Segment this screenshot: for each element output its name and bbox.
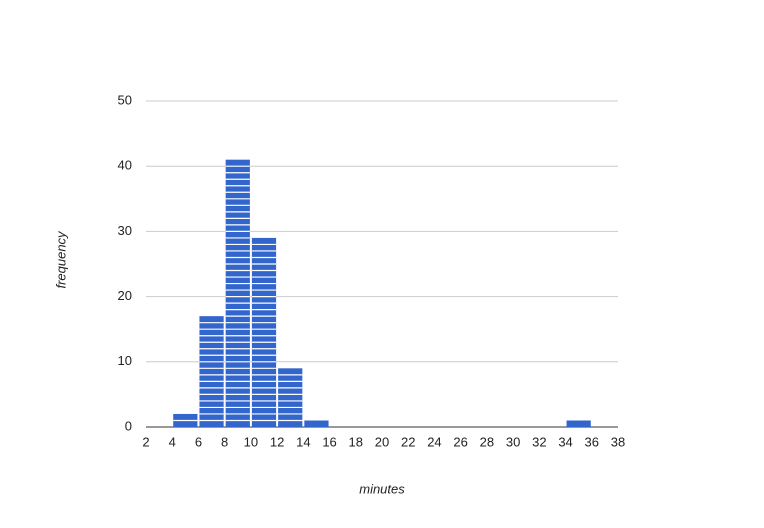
x-tick-label: 14 [296,434,310,449]
x-tick-label: 32 [532,434,546,449]
bar [199,316,224,427]
x-tick-label: 18 [349,434,363,449]
bar [278,368,303,427]
x-tick-label: 8 [221,434,228,449]
x-tick-label: 6 [195,434,202,449]
x-tick-label: 22 [401,434,415,449]
y-tick-label: 50 [118,92,132,107]
x-axis-title: minutes [359,481,405,496]
x-tick-label: 4 [169,434,176,449]
x-tick-label: 28 [480,434,494,449]
y-tick-label: 30 [118,223,132,238]
x-tick-label: 30 [506,434,520,449]
bar [251,237,277,427]
bar [566,420,591,427]
x-tick-label: 38 [611,434,625,449]
x-tick-label: 2 [142,434,149,449]
x-tick-label: 24 [427,434,441,449]
bar [304,420,329,427]
y-tick-label: 10 [118,353,132,368]
x-tick-label: 16 [322,434,336,449]
y-tick-label: 40 [118,158,132,173]
y-tick-label: 0 [125,418,132,433]
x-tick-label: 26 [453,434,467,449]
x-tick-label: 10 [244,434,258,449]
x-tick-label: 12 [270,434,284,449]
x-tick-label: 20 [375,434,389,449]
y-tick-label: 20 [118,288,132,303]
bar [225,159,250,427]
x-tick-label: 34 [558,434,572,449]
y-axis-title: frequency [53,230,68,289]
x-tick-label: 36 [585,434,599,449]
